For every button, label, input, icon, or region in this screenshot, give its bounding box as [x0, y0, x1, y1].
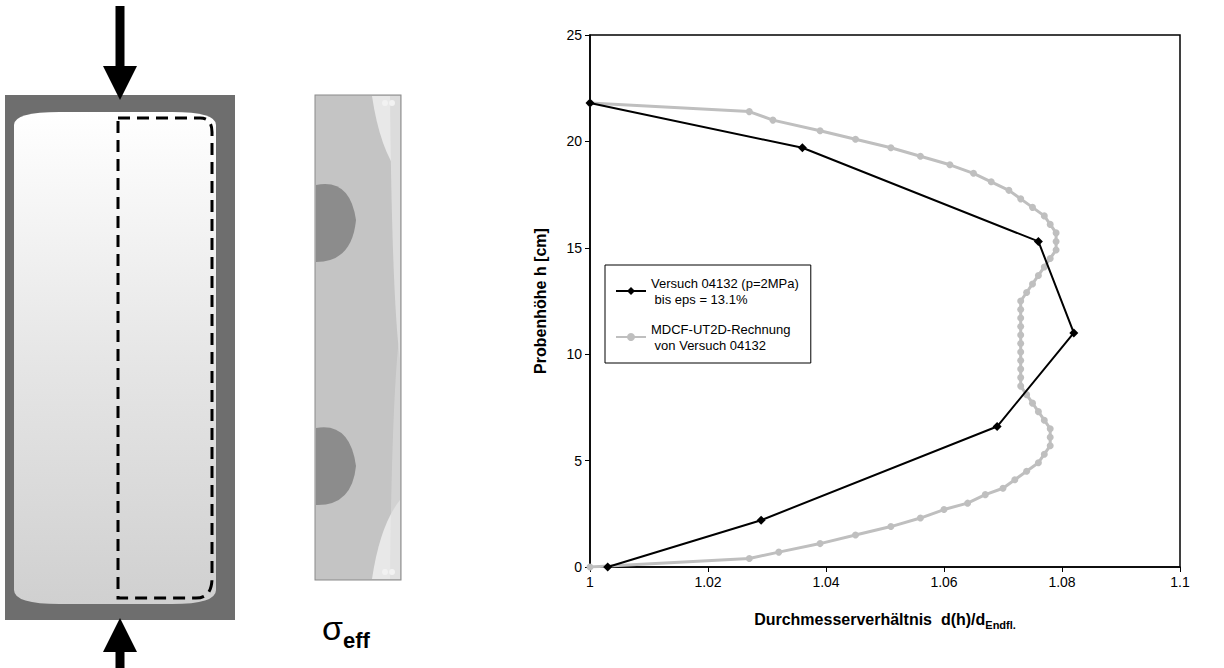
svg-text:25: 25	[566, 27, 582, 43]
svg-text:Versuch 04132 (p=2MPa): Versuch 04132 (p=2MPa)	[651, 276, 799, 291]
svg-text:20: 20	[566, 133, 582, 149]
svg-text:Durchmesserverhältnis d(h)/d: Durchmesserverhältnis d(h)/d	[754, 611, 985, 628]
svg-text:1: 1	[586, 574, 594, 590]
svg-text:10: 10	[566, 346, 582, 362]
svg-text:MDCF-UT2D-Rechnung: MDCF-UT2D-Rechnung	[651, 322, 790, 337]
svg-text:1.08: 1.08	[1048, 574, 1075, 590]
svg-text:1.02: 1.02	[694, 574, 721, 590]
svg-text:15: 15	[566, 240, 582, 256]
svg-text:Endfl.: Endfl.	[985, 619, 1016, 631]
svg-text:5: 5	[574, 453, 582, 469]
svg-text:bis eps = 13.1%: bis eps = 13.1%	[651, 292, 748, 307]
svg-text:1.06: 1.06	[930, 574, 957, 590]
svg-text:Probenhöhe h [cm]: Probenhöhe h [cm]	[532, 228, 549, 374]
svg-text:von Versuch 04132: von Versuch 04132	[651, 338, 766, 353]
svg-text:σeff: σeff	[322, 609, 371, 653]
svg-text:1.1: 1.1	[1170, 574, 1190, 590]
svg-text:0: 0	[574, 559, 582, 575]
svg-text:1.04: 1.04	[812, 574, 839, 590]
